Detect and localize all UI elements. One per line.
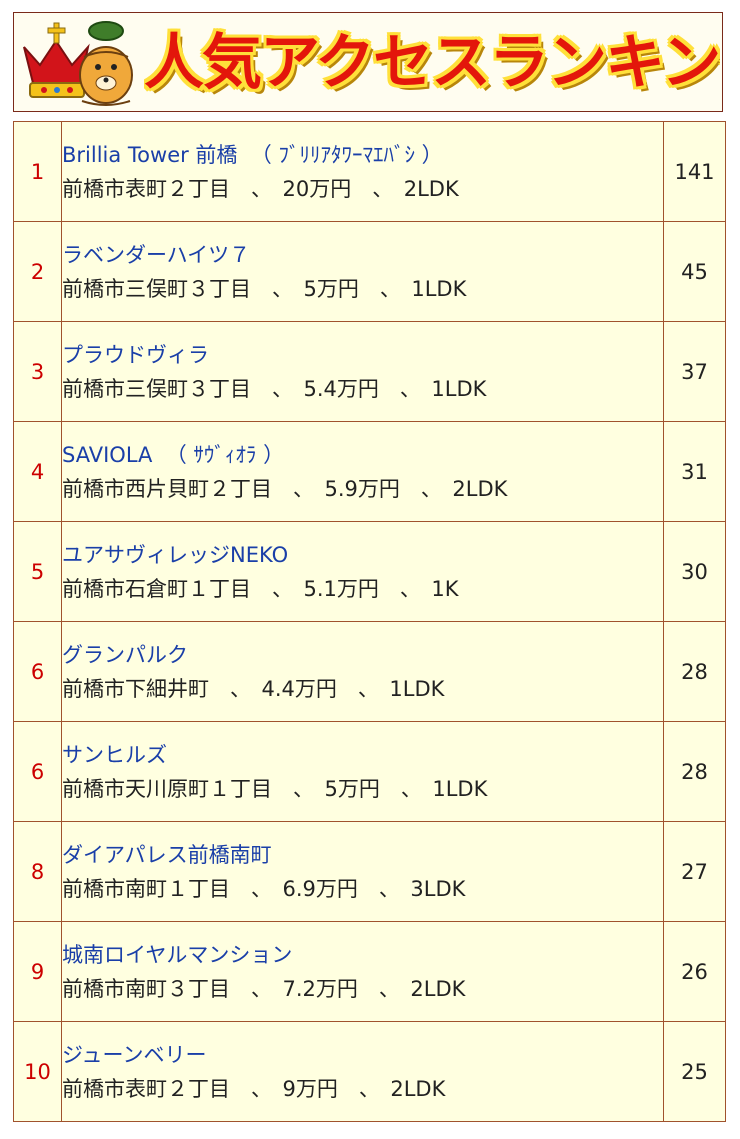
property-details: 前橋市西片貝町２丁目 、 5.9万円 、 2LDK xyxy=(62,476,508,501)
property-details: 前橋市表町２丁目 、 20万円 、 2LDK xyxy=(62,176,459,201)
access-count: 45 xyxy=(663,221,726,322)
banner-title: 人気アクセスランキング xyxy=(144,28,720,98)
property-name-link[interactable]: Brillia Tower 前橋 （ ﾌﾞﾘﾘｱﾀﾜｰﾏｴﾊﾞｼ ） xyxy=(62,142,443,167)
property-info: ジューンベリー前橋市表町２丁目 、 9万円 、 2LDK xyxy=(61,1021,664,1122)
rank-number: 10 xyxy=(13,1021,62,1122)
property-name-link[interactable]: サンヒルズ xyxy=(62,742,167,767)
rank-number: 9 xyxy=(13,921,62,1022)
table-row: 4 SAVIOLA （ ｻｳﾞｨｵﾗ ） 前橋市西片貝町２丁目 、 5.9万円 、 … xyxy=(13,421,726,522)
property-info: ユアサヴィレッジNEKO 前橋市石倉町１丁目 、 5.1万円 、 1K xyxy=(61,521,664,622)
table-row: 6 グランパルク 前橋市下細井町 、 4.4万円 、 1LDK 28 xyxy=(13,621,726,722)
rank-number: 8 xyxy=(13,821,62,922)
rank-number: 3 xyxy=(13,321,62,422)
ranking-table-body: 1 Brillia Tower 前橋 （ ﾌﾞﾘﾘｱﾀﾜｰﾏｴﾊﾞｼ ） 前橋市表町… xyxy=(13,121,726,1122)
property-name-link[interactable]: ダイアパレス前橋南町 xyxy=(62,842,272,867)
table-row: 5 ユアサヴィレッジNEKO 前橋市石倉町１丁目 、 5.1万円 、 1K 30 xyxy=(13,521,726,622)
rank-number: 2 xyxy=(13,221,62,322)
rank-number: 5 xyxy=(13,521,62,622)
ranking-banner: 人気アクセスランキング xyxy=(13,12,723,112)
access-count: 31 xyxy=(663,421,726,522)
table-row: 3 プラウドヴィラ 前橋市三俣町３丁目 、 5.4万円 、 1LDK 37 xyxy=(13,321,726,422)
property-info: ラベンダーハイツ７ 前橋市三俣町３丁目 、 5万円 、 1LDK xyxy=(61,221,664,322)
rank-number: 6 xyxy=(13,621,62,722)
property-info: 城南ロイヤルマンション前橋市南町３丁目 、 7.2万円 、 2LDK xyxy=(61,921,664,1022)
table-row: 8 ダイアパレス前橋南町 前橋市南町１丁目 、 6.9万円 、 3LDK 27 xyxy=(13,821,726,922)
property-details: 前橋市南町３丁目 、 7.2万円 、 2LDK xyxy=(62,976,466,1001)
table-row: 9 城南ロイヤルマンション 前橋市南町３丁目 、 7.2万円 、 2LDK 26 xyxy=(13,921,726,1022)
property-info: Brillia Tower 前橋 （ ﾌﾞﾘﾘｱﾀﾜｰﾏｴﾊﾞｼ ） 前橋市表町２… xyxy=(61,121,664,222)
table-row: 1 Brillia Tower 前橋 （ ﾌﾞﾘﾘｱﾀﾜｰﾏｴﾊﾞｼ ） 前橋市表町… xyxy=(13,121,726,222)
rank-number: 1 xyxy=(13,121,62,222)
access-count: 37 xyxy=(663,321,726,422)
property-details: 前橋市天川原町１丁目 、 5万円 、 1LDK xyxy=(62,776,488,801)
property-name-link[interactable]: SAVIOLA （ ｻｳﾞｨｵﾗ ） xyxy=(62,442,285,467)
access-count: 30 xyxy=(663,521,726,622)
access-count: 28 xyxy=(663,621,726,722)
property-info: グランパルク前橋市下細井町 、 4.4万円 、 1LDK xyxy=(61,621,664,722)
property-name-link[interactable]: プラウドヴィラ xyxy=(62,342,209,367)
property-name-link[interactable]: ジューンベリー xyxy=(62,1042,207,1067)
property-info: ダイアパレス前橋南町前橋市南町１丁目 、 6.9万円 、 3LDK xyxy=(61,821,664,922)
access-count: 25 xyxy=(663,1021,726,1122)
access-count: 27 xyxy=(663,821,726,922)
property-name-link[interactable]: ラベンダーハイツ７ xyxy=(62,242,251,267)
property-details: 前橋市石倉町１丁目 、 5.1万円 、 1K xyxy=(62,576,459,601)
property-info: プラウドヴィラ前橋市三俣町３丁目 、 5.4万円 、 1LDK xyxy=(61,321,664,422)
rank-number: 6 xyxy=(13,721,62,822)
property-info: サンヒルズ前橋市天川原町１丁目 、 5万円 、 1LDK xyxy=(61,721,664,822)
property-details: 前橋市三俣町３丁目 、 5万円 、 1LDK xyxy=(62,276,467,301)
table-row: 6 サンヒルズ 前橋市天川原町１丁目 、 5万円 、 1LDK 28 xyxy=(13,721,726,822)
property-name-link[interactable]: ユアサヴィレッジNEKO xyxy=(62,542,289,567)
table-row: 2 ラベンダーハイツ７ 前橋市三俣町３丁目 、 5万円 、 1LDK 45 xyxy=(13,221,726,322)
property-details: 前橋市表町２丁目 、 9万円 、 2LDK xyxy=(62,1076,446,1101)
access-count: 26 xyxy=(663,921,726,1022)
property-info: SAVIOLA （ ｻｳﾞｨｵﾗ ） 前橋市西片貝町２丁目 、 5.9万円 、 2… xyxy=(61,421,664,522)
crown-mascot-icon xyxy=(23,21,133,106)
rank-number: 4 xyxy=(13,421,62,522)
property-name-link[interactable]: 城南ロイヤルマンション xyxy=(62,942,293,967)
ranking-table: 1 Brillia Tower 前橋 （ ﾌﾞﾘﾘｱﾀﾜｰﾏｴﾊﾞｼ ） 前橋市表町… xyxy=(13,121,726,1122)
property-details: 前橋市南町１丁目 、 6.9万円 、 3LDK xyxy=(62,876,466,901)
property-details: 前橋市下細井町 、 4.4万円 、 1LDK xyxy=(62,676,445,701)
access-count: 141 xyxy=(663,121,726,222)
access-count: 28 xyxy=(663,721,726,822)
table-row: 10 ジューンベリー 前橋市表町２丁目 、 9万円 、 2LDK 25 xyxy=(13,1021,726,1122)
property-details: 前橋市三俣町３丁目 、 5.4万円 、 1LDK xyxy=(62,376,487,401)
property-name-link[interactable]: グランパルク xyxy=(62,642,188,667)
